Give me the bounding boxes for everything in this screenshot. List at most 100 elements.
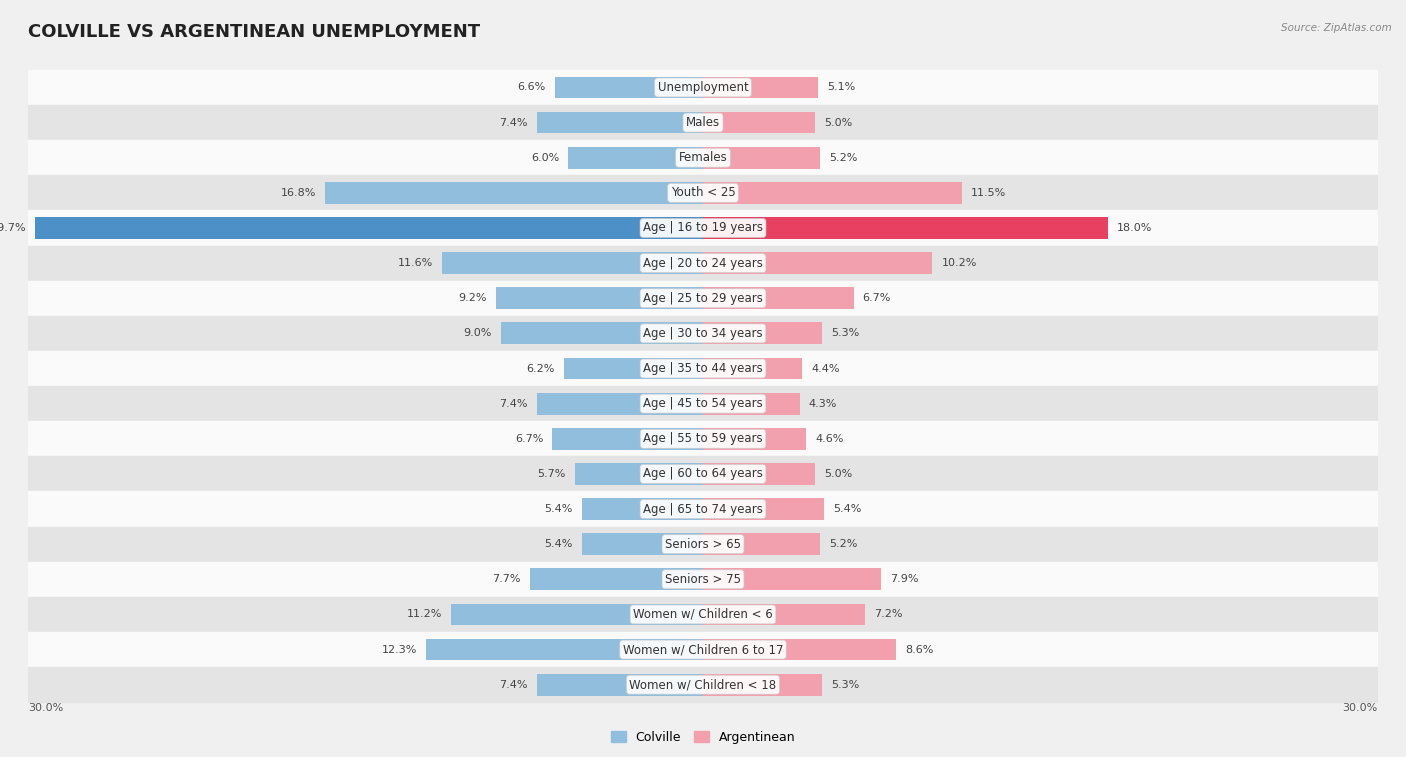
Bar: [325, 182, 703, 204]
Text: 5.3%: 5.3%: [831, 680, 859, 690]
Text: 6.2%: 6.2%: [526, 363, 554, 373]
Text: 5.4%: 5.4%: [544, 504, 572, 514]
Bar: [28, 386, 1378, 421]
Text: 5.0%: 5.0%: [824, 469, 852, 479]
Bar: [703, 147, 820, 169]
Text: 4.6%: 4.6%: [815, 434, 844, 444]
Text: 9.2%: 9.2%: [458, 293, 486, 304]
Text: 29.7%: 29.7%: [0, 223, 25, 233]
Text: Females: Females: [679, 151, 727, 164]
Text: 16.8%: 16.8%: [281, 188, 316, 198]
Text: 5.0%: 5.0%: [824, 117, 852, 128]
Bar: [703, 217, 1108, 239]
Text: Age | 45 to 54 years: Age | 45 to 54 years: [643, 397, 763, 410]
Text: Seniors > 65: Seniors > 65: [665, 537, 741, 550]
Text: Age | 60 to 64 years: Age | 60 to 64 years: [643, 467, 763, 481]
Bar: [28, 527, 1378, 562]
Text: Age | 20 to 24 years: Age | 20 to 24 years: [643, 257, 763, 269]
Bar: [537, 112, 703, 133]
Text: 11.2%: 11.2%: [406, 609, 441, 619]
Text: Unemployment: Unemployment: [658, 81, 748, 94]
Text: 4.4%: 4.4%: [811, 363, 839, 373]
Text: 4.3%: 4.3%: [808, 399, 837, 409]
Bar: [703, 357, 801, 379]
Bar: [28, 597, 1378, 632]
Bar: [703, 288, 853, 309]
Bar: [28, 491, 1378, 527]
Bar: [537, 393, 703, 415]
Text: Age | 35 to 44 years: Age | 35 to 44 years: [643, 362, 763, 375]
Bar: [426, 639, 703, 660]
Text: Source: ZipAtlas.com: Source: ZipAtlas.com: [1281, 23, 1392, 33]
Bar: [530, 569, 703, 590]
Text: Women w/ Children < 18: Women w/ Children < 18: [630, 678, 776, 691]
Legend: Colville, Argentinean: Colville, Argentinean: [606, 726, 800, 749]
Text: 5.2%: 5.2%: [830, 153, 858, 163]
Text: Age | 55 to 59 years: Age | 55 to 59 years: [643, 432, 763, 445]
Bar: [703, 569, 880, 590]
Text: 12.3%: 12.3%: [382, 644, 418, 655]
Text: 6.6%: 6.6%: [517, 83, 546, 92]
Text: 11.5%: 11.5%: [970, 188, 1005, 198]
Text: 7.7%: 7.7%: [492, 575, 520, 584]
Text: Males: Males: [686, 116, 720, 129]
Bar: [441, 252, 703, 274]
Bar: [28, 351, 1378, 386]
Bar: [703, 393, 800, 415]
Bar: [28, 281, 1378, 316]
Bar: [553, 428, 703, 450]
Bar: [582, 498, 703, 520]
Text: Youth < 25: Youth < 25: [671, 186, 735, 199]
Text: 6.7%: 6.7%: [515, 434, 543, 444]
Text: 7.4%: 7.4%: [499, 117, 527, 128]
Bar: [537, 674, 703, 696]
Bar: [28, 210, 1378, 245]
Text: 6.7%: 6.7%: [863, 293, 891, 304]
Text: COLVILLE VS ARGENTINEAN UNEMPLOYMENT: COLVILLE VS ARGENTINEAN UNEMPLOYMENT: [28, 23, 481, 41]
Bar: [703, 428, 807, 450]
Bar: [703, 533, 820, 555]
Text: 5.1%: 5.1%: [827, 83, 855, 92]
Text: Women w/ Children 6 to 17: Women w/ Children 6 to 17: [623, 643, 783, 656]
Bar: [28, 667, 1378, 702]
Text: Age | 30 to 34 years: Age | 30 to 34 years: [643, 327, 763, 340]
Text: 7.4%: 7.4%: [499, 680, 527, 690]
Text: 18.0%: 18.0%: [1116, 223, 1153, 233]
Bar: [28, 316, 1378, 351]
Text: 5.4%: 5.4%: [834, 504, 862, 514]
Bar: [28, 140, 1378, 176]
Bar: [703, 498, 824, 520]
Text: Women w/ Children < 6: Women w/ Children < 6: [633, 608, 773, 621]
Text: 5.7%: 5.7%: [537, 469, 565, 479]
Bar: [28, 176, 1378, 210]
Bar: [28, 632, 1378, 667]
Bar: [703, 112, 815, 133]
Text: 30.0%: 30.0%: [28, 703, 63, 713]
Bar: [582, 533, 703, 555]
Bar: [35, 217, 703, 239]
Text: Age | 65 to 74 years: Age | 65 to 74 years: [643, 503, 763, 516]
Bar: [28, 70, 1378, 105]
Text: 7.2%: 7.2%: [875, 609, 903, 619]
Bar: [451, 603, 703, 625]
Text: 7.9%: 7.9%: [890, 575, 918, 584]
Bar: [575, 463, 703, 484]
Text: 6.0%: 6.0%: [531, 153, 560, 163]
Bar: [568, 147, 703, 169]
Bar: [703, 463, 815, 484]
Bar: [703, 639, 897, 660]
Text: 9.0%: 9.0%: [463, 329, 492, 338]
Bar: [28, 105, 1378, 140]
Text: 5.4%: 5.4%: [544, 539, 572, 549]
Bar: [496, 288, 703, 309]
Text: 10.2%: 10.2%: [942, 258, 977, 268]
Bar: [501, 322, 703, 344]
Bar: [703, 674, 823, 696]
Bar: [28, 562, 1378, 597]
Bar: [703, 76, 818, 98]
Text: 8.6%: 8.6%: [905, 644, 934, 655]
Text: 5.3%: 5.3%: [831, 329, 859, 338]
Bar: [564, 357, 703, 379]
Text: 7.4%: 7.4%: [499, 399, 527, 409]
Text: 5.2%: 5.2%: [830, 539, 858, 549]
